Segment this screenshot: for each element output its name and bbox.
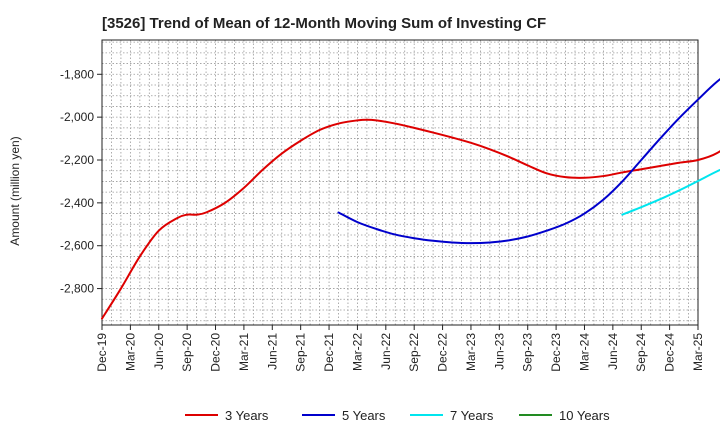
y-tick-label: -2,400 — [60, 196, 94, 210]
x-tick-label: Sep-24 — [634, 333, 648, 372]
plot-area — [102, 40, 698, 325]
x-tick-label: Jun-24 — [606, 333, 620, 370]
y-axis-ticks: -2,800 -2,600 -2,400 -2,200 -2,000 -1,800 — [60, 67, 102, 296]
x-tick-label: Mar-22 — [350, 333, 364, 371]
x-tick-label: Sep-22 — [407, 333, 421, 372]
x-tick-label: Mar-21 — [237, 333, 251, 371]
legend-label-3-years: 3 Years — [225, 408, 269, 423]
x-tick-label: Dec-19 — [95, 333, 109, 372]
x-tick-label: Mar-24 — [577, 333, 591, 371]
legend: 3 Years 5 Years 7 Years 10 Years — [185, 408, 610, 423]
x-tick-label: Sep-20 — [180, 333, 194, 372]
series-lines — [101, 77, 720, 320]
x-tick-label: Mar-23 — [464, 333, 478, 371]
x-tick-label: Dec-21 — [322, 333, 336, 372]
x-tick-label: Jun-23 — [492, 333, 506, 370]
x-tick-label: Jun-22 — [379, 333, 393, 370]
series-line-5-years — [337, 77, 720, 245]
legend-label-5-years: 5 Years — [342, 408, 386, 423]
series-line-3-years — [101, 118, 720, 320]
y-tick-label: -2,800 — [60, 282, 94, 296]
y-tick-label: -2,000 — [60, 110, 94, 124]
x-tick-label: Mar-20 — [123, 333, 137, 371]
x-tick-label: Jun-20 — [152, 333, 166, 370]
legend-label-10-years: 10 Years — [559, 408, 610, 423]
x-tick-label: Mar-25 — [691, 333, 705, 371]
chart-title: [3526] Trend of Mean of 12-Month Moving … — [102, 15, 546, 32]
x-tick-label: Sep-23 — [521, 333, 535, 372]
x-tick-label: Dec-24 — [663, 333, 677, 372]
x-tick-label: Dec-20 — [209, 333, 223, 372]
plot-frame — [101, 39, 699, 326]
x-tick-label: Sep-21 — [294, 333, 308, 372]
y-tick-label: -2,200 — [60, 153, 94, 167]
x-tick-label: Dec-22 — [436, 333, 450, 372]
y-axis-label: Amount (million yen) — [8, 136, 22, 245]
x-tick-label: Jun-21 — [265, 333, 279, 370]
x-axis-ticks: Dec-19 Mar-20 Jun-20 Sep-20 Dec-20 Mar-21 Jun-… — [95, 325, 705, 372]
legend-label-7-years: 7 Years — [450, 408, 494, 423]
y-tick-label: -1,800 — [60, 67, 94, 81]
grid-lines — [101, 40, 699, 325]
x-tick-label: Dec-23 — [549, 333, 563, 372]
series-line-7-years — [621, 168, 720, 216]
y-tick-label: -2,600 — [60, 239, 94, 253]
